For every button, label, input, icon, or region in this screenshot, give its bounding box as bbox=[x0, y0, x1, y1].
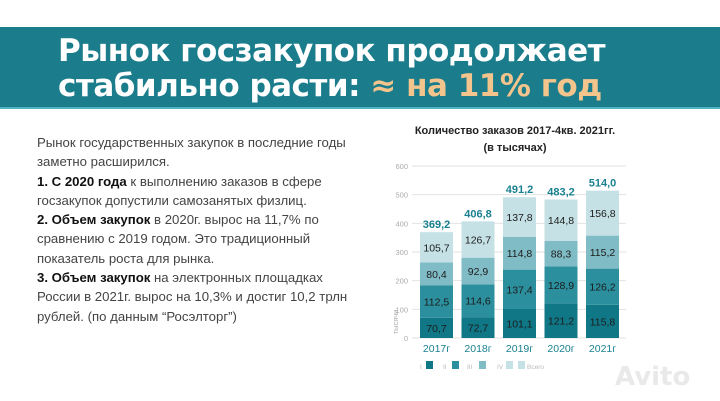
legend-label: III bbox=[467, 364, 473, 371]
x-tick-label: 2019г bbox=[506, 343, 533, 355]
point-1-bold: 1. С 2020 года bbox=[37, 173, 127, 189]
legend-label: Всего bbox=[527, 364, 544, 371]
data-label: 128,9 bbox=[548, 280, 574, 292]
bar-segment-IV bbox=[461, 221, 495, 258]
x-tick-label: 2017г bbox=[423, 343, 450, 355]
intro: Рынок государственных закупок в последни… bbox=[37, 135, 346, 170]
legend-swatch bbox=[426, 361, 433, 369]
chart-title-block: Количество заказов 2017-4кв. 2021гг. (в … bbox=[380, 123, 650, 157]
y-tick-label: 300 bbox=[395, 248, 408, 257]
bar-segment-III bbox=[544, 240, 578, 267]
data-label: 88,3 bbox=[551, 249, 572, 261]
data-label: 72,7 bbox=[468, 323, 489, 335]
data-label: 70,7 bbox=[426, 323, 447, 335]
legend-label: IV bbox=[497, 364, 504, 371]
bar-segment-II bbox=[420, 285, 453, 318]
avito-watermark: Avito bbox=[615, 362, 691, 392]
point-3-text: на электронных площадках России в 2021г.… bbox=[37, 270, 348, 324]
y-tick-label: 500 bbox=[395, 191, 408, 200]
point-3-bold: 3. Объем закупок bbox=[37, 270, 151, 286]
title-highlight: ≈ на 11% год bbox=[370, 68, 602, 104]
header-banner: Рынок госзакупок продолжает стабильно ра… bbox=[0, 27, 720, 109]
x-tick-label: 2018г bbox=[464, 343, 491, 355]
point-2-text: в 2020г. вырос на 11,7% по сравнению с 2… bbox=[37, 212, 319, 266]
data-label: 80,4 bbox=[426, 269, 447, 281]
title-line-1: Рынок госзакупок продолжает bbox=[58, 33, 606, 69]
body-text: Рынок государственных закупок в последни… bbox=[37, 133, 357, 326]
y-axis-label: тысячи bbox=[391, 310, 400, 335]
chart-subtitle: (в тысячах) bbox=[483, 142, 547, 154]
bar-segment-I bbox=[544, 303, 578, 338]
bar-segment-I bbox=[503, 309, 536, 338]
y-tick-label: 0 bbox=[404, 334, 408, 343]
bar-segment-I bbox=[461, 317, 495, 338]
legend-swatch bbox=[452, 361, 459, 369]
y-tick-label: 600 bbox=[395, 162, 408, 171]
data-label: 115,2 bbox=[590, 247, 616, 259]
data-label: 121,2 bbox=[548, 316, 574, 328]
y-tick-label: 400 bbox=[395, 219, 408, 228]
bar-segment-II bbox=[544, 266, 578, 304]
x-tick-label: 2020г bbox=[547, 343, 574, 355]
data-label: 114,8 bbox=[507, 248, 533, 260]
total-label: 406,8 bbox=[464, 208, 492, 220]
bar-segment-II bbox=[461, 284, 495, 318]
point-1-text: к выполнению заказов в сфере госзакупок … bbox=[37, 173, 322, 208]
data-label: 92,9 bbox=[468, 266, 489, 278]
data-label: 156,8 bbox=[589, 208, 615, 220]
bar-segment-III bbox=[503, 236, 536, 270]
data-label: 114,6 bbox=[465, 296, 491, 308]
data-label: 137,8 bbox=[506, 212, 532, 224]
data-label: 105,7 bbox=[423, 242, 449, 254]
bar-segment-I bbox=[586, 304, 619, 338]
data-label: 126,2 bbox=[589, 282, 615, 294]
bar-segment-II bbox=[586, 268, 619, 305]
point-2-bold: 2. Объем закупок bbox=[37, 212, 151, 228]
bar-segment-I bbox=[420, 317, 453, 338]
title-main: стабильно расти: bbox=[58, 68, 371, 104]
point-1: 1. С 2020 года к выполнению заказов в сф… bbox=[37, 172, 357, 211]
data-label: 137,4 bbox=[506, 284, 532, 296]
legend-swatch bbox=[506, 361, 513, 369]
bar-segment-III bbox=[420, 262, 453, 286]
data-label: 115,8 bbox=[590, 316, 616, 328]
bar-segment-IV bbox=[544, 199, 578, 241]
total-label: 491,2 bbox=[506, 184, 534, 196]
legend-label: I bbox=[420, 364, 422, 371]
x-tick-label: 2021г bbox=[589, 343, 616, 355]
total-label: 483,2 bbox=[547, 186, 575, 198]
point-2: 2. Объем закупок в 2020г. вырос на 11,7%… bbox=[37, 210, 357, 268]
y-tick-label: 200 bbox=[395, 277, 408, 286]
legend-swatch bbox=[518, 361, 525, 369]
legend-label: II bbox=[443, 364, 447, 371]
data-label: 112,5 bbox=[424, 297, 450, 309]
bar-segment-III bbox=[586, 235, 619, 269]
legend-swatch bbox=[479, 361, 486, 369]
chart-title: Количество заказов 2017-4кв. 2021гг. bbox=[414, 125, 616, 137]
data-label: 101,1 bbox=[506, 319, 532, 331]
bar-segment-II bbox=[503, 269, 536, 310]
data-label: 144,8 bbox=[548, 215, 574, 227]
title-line-2: стабильно расти: ≈ на 11% год bbox=[58, 68, 602, 104]
data-label: 126,7 bbox=[465, 235, 491, 247]
bar-segment-III bbox=[461, 257, 495, 285]
total-label: 514,0 bbox=[589, 178, 617, 190]
bar-segment-IV bbox=[503, 197, 536, 237]
total-label: 369,2 bbox=[423, 219, 451, 231]
bar-segment-IV bbox=[420, 232, 453, 263]
point-3: 3. Объем закупок на электронных площадка… bbox=[37, 268, 357, 326]
bar-segment-IV bbox=[586, 190, 619, 236]
y-tick-label: 100 bbox=[395, 305, 408, 314]
